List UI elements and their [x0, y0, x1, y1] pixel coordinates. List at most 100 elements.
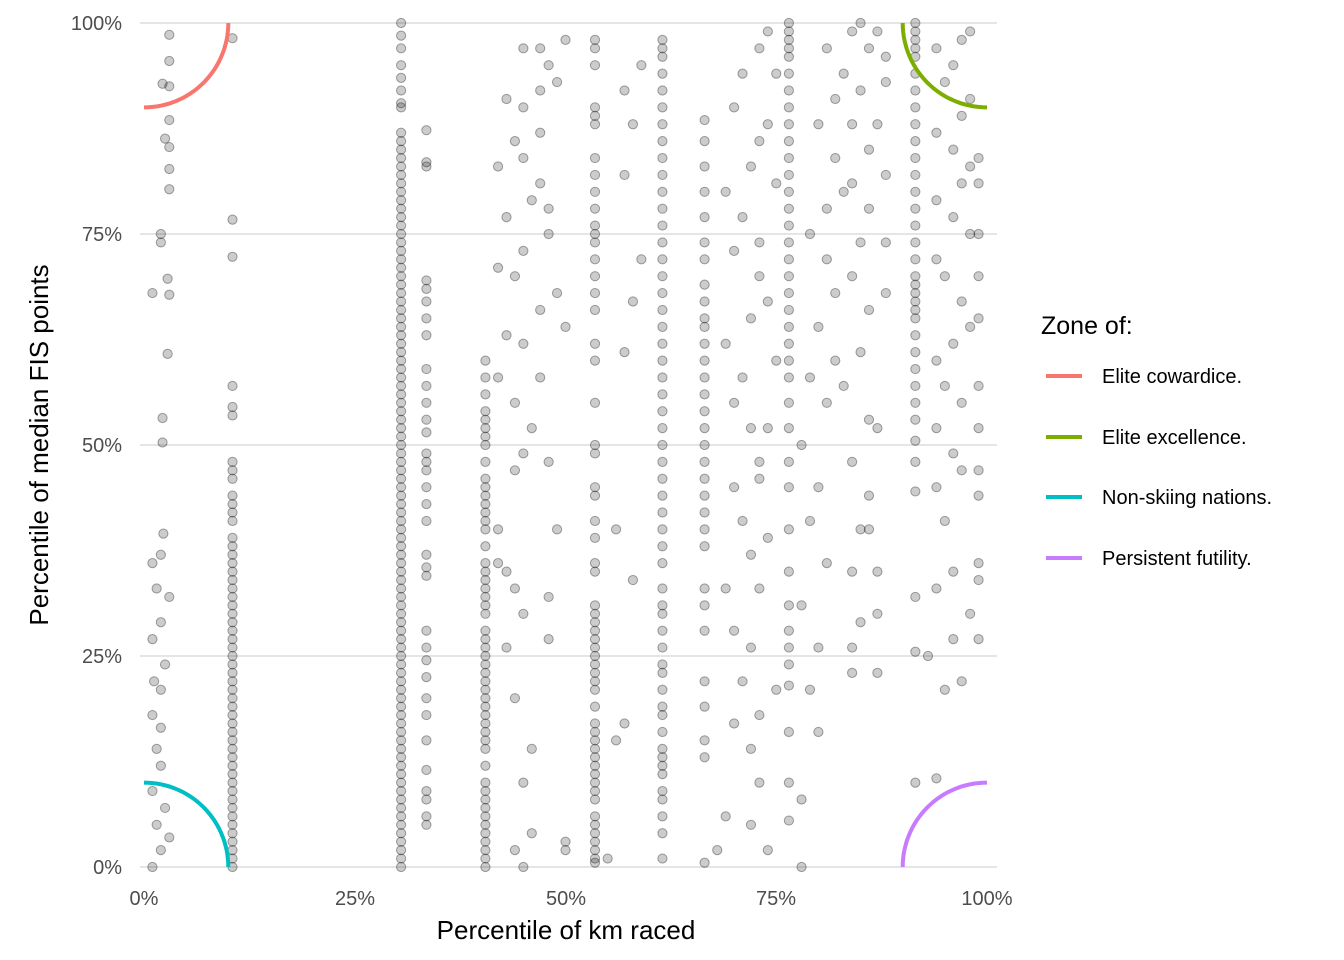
- data-point: [396, 406, 407, 417]
- data-point: [745, 313, 757, 324]
- data-point: [396, 423, 407, 434]
- data-point: [589, 558, 601, 569]
- data-point: [922, 650, 934, 662]
- data-point: [973, 423, 984, 434]
- data-point: [783, 119, 794, 130]
- data-point: [939, 271, 950, 282]
- data-point: [227, 473, 238, 484]
- legend-label: Non-skiing nations.: [1102, 487, 1272, 509]
- data-point: [227, 410, 238, 421]
- data-point: [480, 439, 491, 451]
- data-point: [480, 735, 491, 746]
- data-point: [480, 524, 491, 535]
- data-point: [155, 684, 166, 695]
- data-point: [783, 659, 794, 670]
- data-point: [910, 304, 921, 316]
- data-point: [821, 203, 832, 214]
- data-point: [396, 397, 407, 408]
- data-point: [155, 549, 166, 560]
- data-point: [155, 845, 166, 856]
- data-point: [227, 490, 238, 501]
- data-point: [931, 423, 942, 434]
- data-point: [813, 321, 824, 332]
- data-point: [956, 110, 967, 121]
- data-point: [227, 507, 238, 518]
- data-point: [783, 17, 794, 29]
- data-point: [880, 237, 891, 248]
- data-point: [847, 119, 858, 130]
- data-point: [396, 169, 407, 181]
- data-point: [619, 169, 630, 181]
- data-point: [518, 448, 529, 459]
- data-point: [855, 524, 866, 535]
- data-point: [480, 473, 491, 484]
- data-point: [227, 650, 238, 662]
- data-point: [948, 634, 959, 645]
- data-point: [164, 832, 175, 843]
- data-point: [910, 152, 921, 164]
- data-points: [147, 17, 984, 873]
- data-point: [783, 777, 794, 788]
- data-point: [159, 133, 171, 144]
- data-point: [227, 701, 238, 712]
- data-point: [396, 760, 407, 771]
- data-point: [737, 676, 748, 687]
- data-point: [619, 347, 630, 358]
- data-point: [939, 380, 950, 392]
- data-point: [589, 794, 601, 805]
- data-point: [589, 220, 601, 231]
- data-point: [164, 141, 175, 153]
- data-point: [560, 845, 571, 856]
- data-point: [396, 515, 407, 527]
- data-point: [973, 574, 984, 586]
- data-point: [754, 237, 765, 248]
- data-point: [910, 34, 921, 45]
- data-point: [480, 456, 491, 467]
- data-point: [956, 465, 967, 476]
- data-point: [227, 625, 238, 636]
- data-point: [783, 203, 794, 214]
- data-point: [813, 482, 824, 493]
- data-point: [847, 271, 858, 282]
- data-point: [745, 549, 757, 560]
- y-tick-label: 50%: [82, 435, 122, 457]
- data-point: [855, 17, 866, 29]
- data-point: [396, 439, 407, 451]
- data-point: [657, 490, 668, 501]
- data-point: [421, 283, 432, 294]
- data-point: [589, 43, 601, 54]
- data-point: [973, 558, 984, 569]
- data-point: [396, 709, 407, 721]
- data-point: [657, 43, 668, 54]
- data-point: [535, 372, 546, 383]
- data-point: [627, 296, 639, 307]
- data-point: [745, 161, 757, 172]
- data-point: [147, 861, 158, 873]
- data-point: [480, 600, 491, 611]
- data-point: [948, 60, 959, 71]
- data-point: [480, 507, 491, 518]
- data-point: [421, 764, 432, 776]
- data-point: [589, 769, 601, 780]
- data-point: [480, 591, 491, 603]
- data-point: [657, 558, 668, 569]
- data-point: [396, 220, 407, 231]
- data-point: [421, 275, 432, 286]
- data-point: [396, 355, 407, 366]
- data-point: [910, 271, 921, 282]
- data-point: [872, 566, 883, 577]
- data-point: [421, 161, 432, 172]
- data-point: [164, 163, 175, 175]
- data-point: [227, 583, 238, 594]
- data-point: [492, 372, 504, 383]
- data-point: [396, 642, 407, 653]
- data-point: [771, 68, 782, 79]
- data-point: [804, 684, 816, 695]
- data-point: [526, 195, 537, 206]
- data-point: [227, 214, 238, 225]
- data-point: [480, 406, 491, 417]
- data-point: [973, 634, 984, 645]
- data-point: [699, 541, 710, 552]
- y-tick-label: 0%: [93, 857, 122, 879]
- data-point: [480, 566, 491, 577]
